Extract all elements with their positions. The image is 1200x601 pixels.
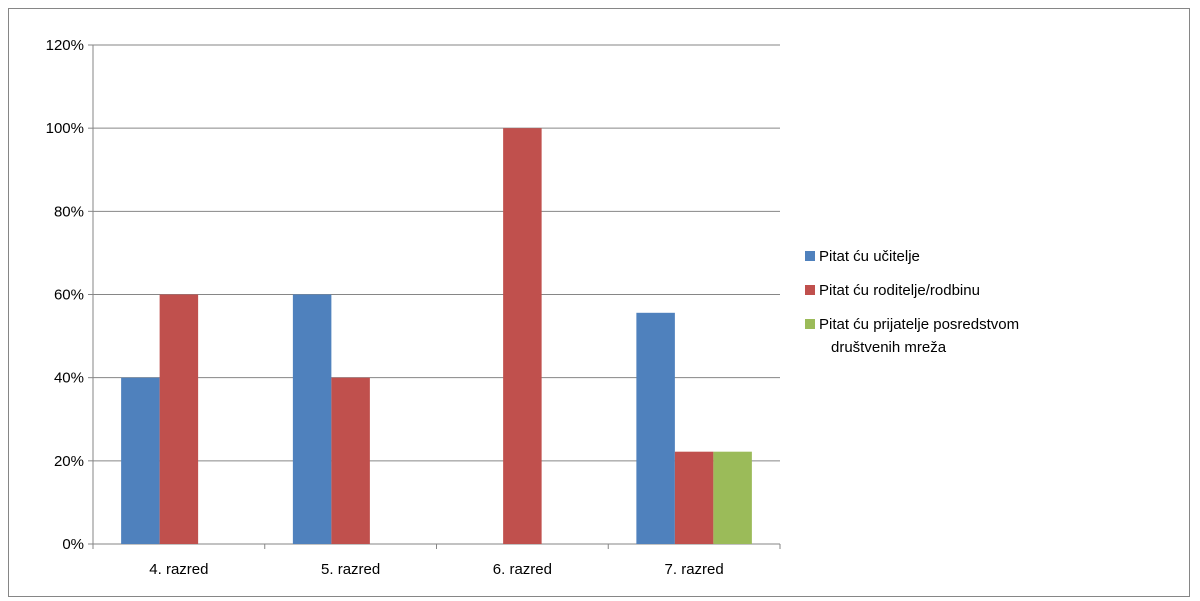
bar (159, 294, 199, 544)
legend-label: Pitat ću roditelje/rodbinu (819, 282, 980, 299)
bar-chart: 0% 20% 40% 60% 80% 100% 120% 4. razred 5. razre… (46, 37, 1019, 578)
bar (713, 451, 752, 544)
legend-item: Pitat ću prijatelje posredstvom društveni… (805, 316, 1019, 356)
legend-item: Pitat ću učitelje (805, 248, 920, 265)
legend-swatch (805, 285, 815, 295)
legend: Pitat ću učitelje Pitat ću roditelje/rodb… (805, 248, 1019, 356)
x-tick-label: 7. razred (665, 561, 724, 578)
y-tick-label: 0% (62, 536, 84, 553)
bar (503, 128, 542, 544)
y-tick-label: 20% (54, 453, 84, 470)
chart-area: 0% 20% 40% 60% 80% 100% 120% 4. razred 5. razre… (8, 8, 1190, 597)
y-tick-label: 60% (54, 287, 84, 304)
y-tick-label: 120% (46, 37, 84, 54)
x-axis-tick-labels: 4. razred 5. razred 6. razred 7. razred (149, 561, 723, 578)
legend-label: Pitat ću prijatelje posredstvom (819, 316, 1019, 333)
bar (121, 377, 160, 544)
legend-label: društvenih mreža (831, 339, 947, 356)
x-tick-label: 6. razred (493, 561, 552, 578)
y-tick-label: 100% (46, 120, 84, 137)
x-tick-label: 5. razred (321, 561, 380, 578)
bar (331, 377, 370, 544)
x-tick-label: 4. razred (149, 561, 208, 578)
y-tick-label: 80% (54, 203, 84, 220)
legend-swatch (805, 251, 815, 261)
y-tick-label: 40% (54, 370, 84, 387)
legend-swatch (805, 319, 815, 329)
bar (674, 451, 714, 544)
legend-item: Pitat ću roditelje/rodbinu (805, 282, 980, 299)
y-axis-tick-labels: 0% 20% 40% 60% 80% 100% 120% (46, 37, 84, 553)
bar (636, 312, 675, 544)
bars (121, 128, 752, 544)
bar (292, 294, 332, 544)
legend-label: Pitat ću učitelje (819, 248, 920, 265)
